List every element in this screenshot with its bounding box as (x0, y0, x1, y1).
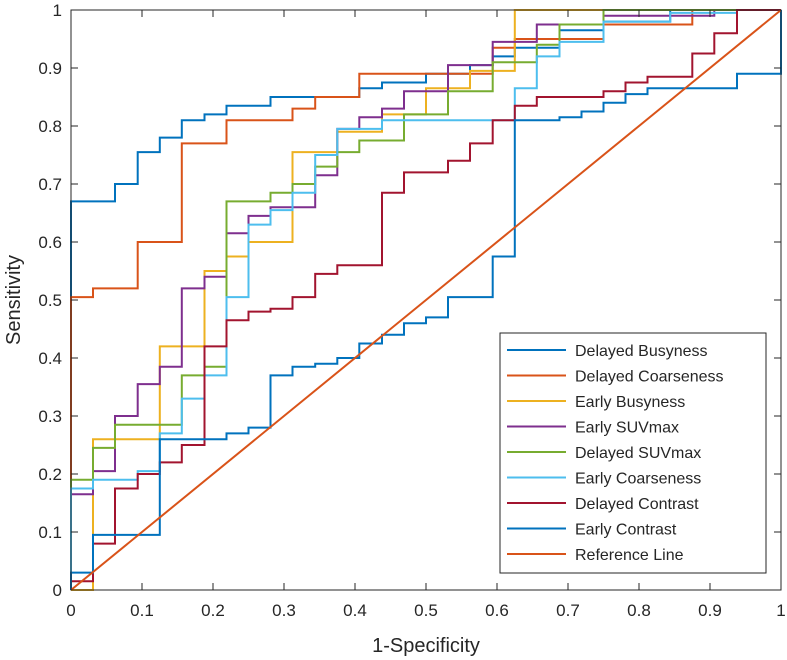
legend-label-early-busyness: Early Busyness (575, 394, 685, 411)
legend-label-early-coarseness: Early Coarseness (575, 471, 701, 488)
x-tick-label: 0.6 (485, 601, 509, 620)
y-tick-label: 0 (53, 581, 62, 600)
legend-label-delayed-busyness: Delayed Busyness (575, 343, 708, 360)
series-line-reference-line (70, 9, 782, 591)
y-tick-label: 0.7 (38, 175, 62, 194)
x-tick-label: 0 (66, 601, 75, 620)
x-tick-label: 0.1 (130, 601, 154, 620)
y-tick-label: 0.6 (38, 233, 62, 252)
y-tick-label: 0.3 (38, 407, 62, 426)
legend-label-delayed-coarseness: Delayed Coarseness (575, 369, 724, 386)
y-axis-label: Sensitivity (3, 255, 25, 345)
x-tick-label: 0.4 (343, 601, 367, 620)
x-axis-label: 1-Specificity (372, 635, 480, 657)
legend-label-early-suvmax: Early SUVmax (575, 420, 679, 437)
x-tick-label: 0.3 (272, 601, 296, 620)
legend-label-early-contrast: Early Contrast (575, 522, 677, 539)
legend-label-reference-line: Reference Line (575, 547, 684, 564)
series-layer (70, 9, 782, 591)
x-tick-label: 0.7 (556, 601, 580, 620)
y-tick-label: 0.4 (38, 349, 62, 368)
y-tick-label: 0.5 (38, 291, 62, 310)
legend: Delayed Busyness Delayed Coarseness Early … (499, 332, 767, 574)
y-tick-label: 1 (53, 1, 62, 20)
x-tick-label: 1 (776, 601, 785, 620)
legend-label-delayed-suvmax: Delayed SUVmax (575, 445, 701, 462)
x-tick-label: 0.5 (414, 601, 438, 620)
y-tick-label: 0.8 (38, 117, 62, 136)
tick-layer: 0 0.1 0.2 0.3 0.4 0.5 0.6 0.7 0.8 0.9 1 0 0.1 0.2 0.3 0… (38, 1, 785, 620)
series-line-early-suvmax (70, 9, 781, 590)
legend-label-delayed-contrast: Delayed Contrast (575, 496, 699, 513)
y-tick-label: 0.9 (38, 59, 62, 78)
x-tick-label: 0.8 (627, 601, 651, 620)
y-tick-label: 0.2 (38, 465, 62, 484)
x-tick-label: 0.2 (201, 601, 225, 620)
x-tick-label: 0.9 (698, 601, 722, 620)
series-line-early-contrast (70, 10, 782, 590)
y-tick-label: 0.1 (38, 523, 62, 542)
